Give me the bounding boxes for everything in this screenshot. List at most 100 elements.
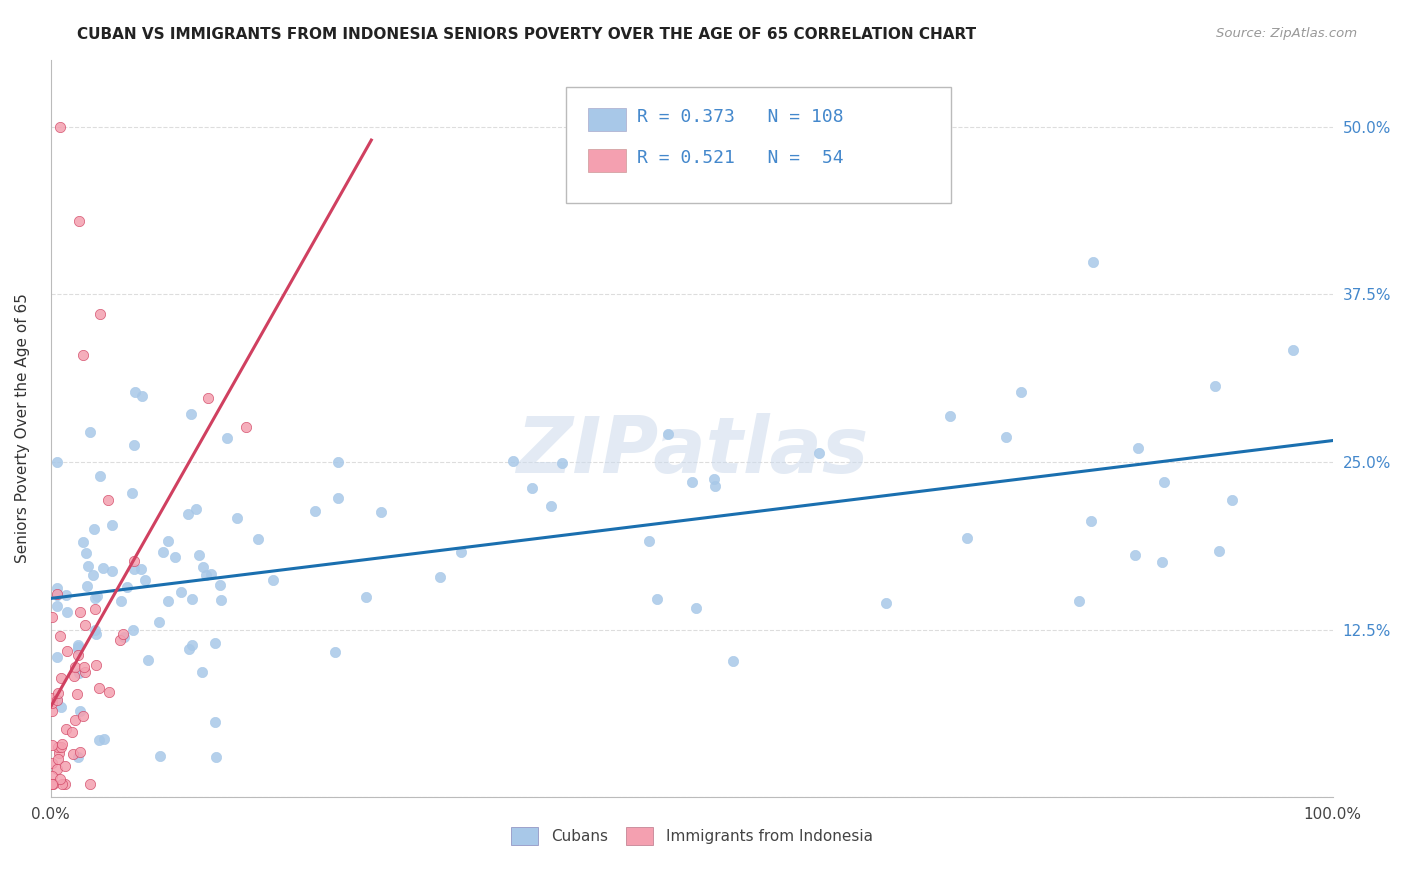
Point (72, 348, 94, 362)
FancyBboxPatch shape (567, 87, 950, 203)
Point (66, 688, 89, 702)
Point (91, 561, 114, 575)
Point (326, 455, 349, 469)
Point (157, 533, 180, 548)
Text: ZIPatlas: ZIPatlas (516, 413, 868, 489)
Point (46, 752, 69, 766)
Point (46, 455, 69, 469)
Point (184, 502, 207, 516)
Point (148, 749, 170, 764)
Point (1081, 254, 1104, 268)
Point (73, 617, 96, 632)
Point (205, 750, 228, 764)
Point (129, 562, 152, 576)
Point (122, 554, 145, 568)
Point (76, 578, 98, 592)
Point (235, 420, 257, 434)
Point (304, 503, 326, 517)
Point (46, 588, 69, 602)
Point (41, 777, 63, 791)
Point (75, 546, 97, 560)
Point (204, 636, 226, 650)
Point (124, 438, 146, 452)
Text: R = 0.373   N = 108: R = 0.373 N = 108 (637, 108, 844, 126)
Point (1153, 475, 1175, 490)
Point (48, 746, 70, 760)
Point (540, 499, 562, 513)
Point (807, 446, 830, 460)
Point (148, 615, 170, 629)
Point (62, 747, 84, 762)
Point (117, 580, 139, 594)
Point (136, 653, 159, 667)
FancyBboxPatch shape (588, 108, 627, 131)
Point (67, 648, 90, 663)
FancyBboxPatch shape (588, 149, 627, 172)
Point (170, 585, 193, 599)
Point (1067, 593, 1090, 607)
Point (875, 596, 897, 610)
Point (89, 469, 111, 483)
Point (67, 638, 90, 652)
Point (45, 762, 67, 776)
Point (46, 581, 69, 595)
Point (66, 641, 89, 656)
Point (87, 732, 110, 747)
Legend: Cubans, Immigrants from Indonesia: Cubans, Immigrants from Indonesia (510, 828, 873, 845)
Point (48, 630, 70, 644)
Point (69, 704, 91, 718)
Point (370, 505, 392, 519)
Point (194, 568, 217, 582)
Point (112, 630, 135, 644)
Point (180, 591, 202, 606)
Text: R = 0.521   N =  54: R = 0.521 N = 54 (637, 149, 844, 167)
Point (200, 566, 222, 581)
Point (67, 665, 90, 680)
Point (83, 522, 105, 536)
Point (67, 750, 90, 764)
Point (176, 507, 198, 521)
Point (994, 430, 1017, 444)
Point (637, 534, 659, 549)
Point (51, 777, 73, 791)
Point (1152, 555, 1174, 569)
Point (191, 560, 214, 574)
Point (67, 213, 90, 227)
Point (721, 654, 744, 668)
Point (429, 570, 451, 584)
Point (551, 456, 574, 470)
Point (188, 548, 211, 562)
Point (156, 594, 179, 608)
Point (110, 594, 132, 608)
Point (191, 665, 214, 679)
Point (179, 642, 201, 657)
Y-axis label: Seniors Poverty Over the Age of 65: Seniors Poverty Over the Age of 65 (15, 293, 30, 564)
Point (49, 671, 72, 685)
Point (84, 627, 107, 641)
Point (49, 739, 72, 754)
Point (49, 772, 72, 786)
Point (83, 591, 105, 605)
Point (97, 685, 120, 699)
Point (152, 544, 174, 558)
Point (56, 644, 79, 658)
Point (204, 715, 226, 730)
Point (685, 601, 707, 615)
Point (956, 531, 979, 545)
Point (215, 431, 238, 445)
Point (67, 640, 90, 654)
Point (1282, 343, 1305, 358)
Point (101, 518, 124, 533)
Point (46, 692, 69, 706)
Text: Source: ZipAtlas.com: Source: ZipAtlas.com (1216, 27, 1357, 40)
Point (56, 605, 79, 619)
Point (354, 590, 377, 604)
Point (163, 549, 186, 564)
Point (1128, 441, 1150, 455)
Point (51, 737, 73, 751)
Point (65, 660, 87, 674)
Point (87, 681, 110, 695)
Point (703, 472, 725, 486)
Point (645, 592, 668, 607)
Point (450, 545, 472, 559)
